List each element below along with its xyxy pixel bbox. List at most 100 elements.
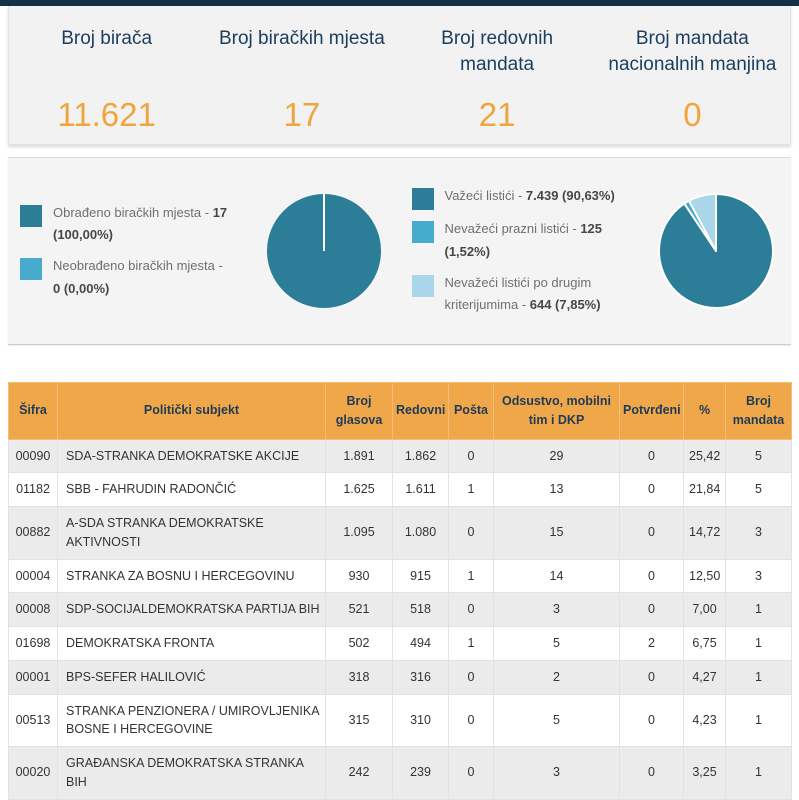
table-header-cell: Pošta: [448, 382, 494, 440]
table-cell: 315: [325, 693, 393, 747]
table-header-cell: %: [683, 382, 726, 440]
table-cell: 518: [392, 592, 449, 627]
table-row: 00008 SDP-SOCIJALDEMOKRATSKA PARTIJA BIH 5…: [8, 592, 792, 627]
table-cell: 502: [325, 626, 393, 661]
stat-broj-biraca: Broj birača 11.621: [9, 6, 204, 144]
table-row: 00001 BPS-SEFER HALILOVIĆ 318 316 0 2 0 4,27 1: [8, 659, 792, 695]
legend-label: Nevažeći prazni listići -: [444, 221, 577, 236]
table-header-cell: Broj glasova: [325, 382, 393, 440]
stat-value: 0: [683, 96, 702, 133]
table-cell: 29: [493, 438, 620, 474]
table-cell: 0: [619, 592, 684, 627]
table-header-cell: Broj mandata: [725, 382, 792, 440]
table-cell: 2: [619, 626, 684, 661]
results-table: Šifra Politički subjekt Broj glasova Redovn…: [8, 382, 792, 800]
stat-value: 11.621: [57, 96, 156, 133]
table-cell: 12,50: [683, 558, 726, 594]
stat-broj-redovnih-mandata: Broj redovnih mandata 21: [400, 6, 595, 144]
table-cell: 310: [392, 693, 449, 747]
table-cell: 1: [725, 592, 792, 627]
table-cell: 7,00: [683, 592, 726, 627]
legend-text: Važeći listići - 7.439 (90,63%): [445, 185, 615, 208]
stat-value: 21: [478, 96, 516, 133]
ballots-pie-chart: [657, 193, 774, 309]
table-cell: 4,23: [683, 693, 726, 747]
table-cell: 01182: [8, 472, 58, 507]
table-cell: 2: [493, 659, 620, 695]
table-cell: 1: [448, 472, 494, 507]
table-cell: 0: [619, 693, 684, 747]
legend-value: 0 (0,00%): [53, 280, 110, 296]
stat-label: Broj redovnih mandata: [441, 28, 554, 75]
pie-slice-invalid-other: [687, 193, 717, 252]
table-header-cell: Odsustvo, mobilni tim i DKP: [493, 382, 620, 440]
table-header-cell: Redovni: [392, 382, 449, 440]
table-cell: A-SDA STRANKA DEMOKRATSKE AKTIVNOSTI: [57, 506, 326, 560]
table-row: 00004 STRANKA ZA BOSNU I HERCEGOVINU 930 91…: [8, 558, 792, 594]
table-cell: 0: [619, 438, 684, 474]
table-cell: SDP-SOCIJALDEMOKRATSKA PARTIJA BIH: [57, 592, 326, 627]
table-cell: 0: [619, 472, 684, 507]
table-cell: 1: [725, 626, 792, 661]
table-cell: 242: [325, 746, 393, 800]
table-row: 00020 GRAĐANSKA DEMOKRATSKA STRANKA BIH 24…: [8, 746, 792, 800]
table-cell: 3: [725, 506, 792, 560]
table-row: 00090 SDA-STRANKA DEMOKRATSKE AKCIJE 1.891…: [8, 438, 792, 474]
table-cell: 5: [493, 626, 620, 661]
legend-item: Neobrađeno biračkih mjesta - 0 (0,00%): [20, 255, 228, 301]
legend-text: Neobrađeno biračkih mjesta - 0 (0,00%): [53, 255, 228, 301]
stat-label: Broj biračkih mjesta: [218, 28, 385, 49]
table-cell: 0: [448, 746, 494, 800]
legend-text: Nevažeći prazni listići - 125 (1,52%): [445, 218, 620, 264]
table-cell: 5: [493, 693, 620, 747]
table-cell: 14: [493, 558, 620, 594]
table-cell: 3: [493, 746, 620, 800]
table-row: 01182 SBB - FAHRUDIN RADONČIĆ 1.625 1.611 1 1…: [8, 472, 792, 507]
table-header-cell: Potvrđeni: [619, 382, 684, 440]
table-header-row: Šifra Politički subjekt Broj glasova Redovn…: [8, 382, 792, 440]
table-cell: 6,75: [683, 626, 726, 661]
table-cell: 0: [448, 438, 494, 474]
table-cell: 1.080: [392, 506, 449, 560]
table-cell: 1: [725, 659, 792, 695]
table-cell: DEMOKRATSKA FRONTA: [57, 626, 326, 661]
table-cell: SBB - FAHRUDIN RADONČIĆ: [57, 472, 326, 507]
table-header-cell: Šifra: [8, 382, 58, 440]
table-cell: 25,42: [683, 438, 726, 474]
legend-item: Važeći listići - 7.439 (90,63%): [411, 185, 620, 210]
table-cell: 3,25: [683, 746, 726, 800]
table-cell: 1.891: [325, 438, 393, 474]
legend-swatch-icon: [20, 204, 42, 227]
legend-text: Obrađeno biračkih mjesta - 17 (100,00%): [53, 202, 228, 248]
table-cell: BPS-SEFER HALILOVIĆ: [57, 659, 326, 695]
legend-label: Nevažeći listići po drugim kriterijumima…: [444, 274, 592, 313]
table-cell: 1.625: [325, 472, 393, 507]
table-cell: 1: [725, 693, 792, 747]
legend-item: Nevažeći listići po drugim kriterijumima…: [411, 272, 620, 318]
table-cell: 5: [725, 472, 792, 507]
polling-stations-chart-group: Obrađeno biračkih mjesta - 17 (100,00%) …: [8, 191, 400, 311]
table-cell: 521: [325, 592, 393, 627]
ballots-legend: Važeći listići - 7.439 (90,63%) Nevažeći…: [411, 177, 620, 325]
table-cell: GRAĐANSKA DEMOKRATSKA STRANKA BIH: [57, 746, 326, 800]
table-cell: 1.862: [392, 438, 449, 474]
table-cell: 0: [619, 558, 684, 594]
table-header-cell: Politički subjekt: [57, 382, 326, 440]
table-row: 00513 STRANKA PENZIONERA / UMIROVLJENIKA …: [8, 693, 792, 747]
table-cell: 930: [325, 558, 393, 594]
table-cell: 00004: [8, 558, 58, 594]
ballots-chart-group: Važeći listići - 7.439 (90,63%) Nevažeći…: [400, 177, 792, 325]
table-cell: 0: [448, 592, 494, 627]
table-cell: 0: [619, 506, 684, 560]
legend-value: 17 (100,00%): [53, 204, 228, 243]
table-cell: 1.095: [325, 506, 393, 560]
legend-label: Važeći listići -: [444, 188, 523, 203]
legend-text: Nevažeći listići po drugim kriterijumima…: [445, 272, 620, 318]
legend-label: Neobrađeno biračkih mjesta -: [53, 258, 223, 273]
table-cell: 0: [619, 659, 684, 695]
table-cell: 1.611: [392, 472, 449, 507]
legend-value: 644 (7,85%): [529, 297, 601, 313]
table-cell: 5: [725, 438, 792, 474]
polling-stations-pie-chart: [267, 194, 381, 308]
table-cell: STRANKA PENZIONERA / UMIROVLJENIKA BOSNE…: [57, 693, 326, 747]
